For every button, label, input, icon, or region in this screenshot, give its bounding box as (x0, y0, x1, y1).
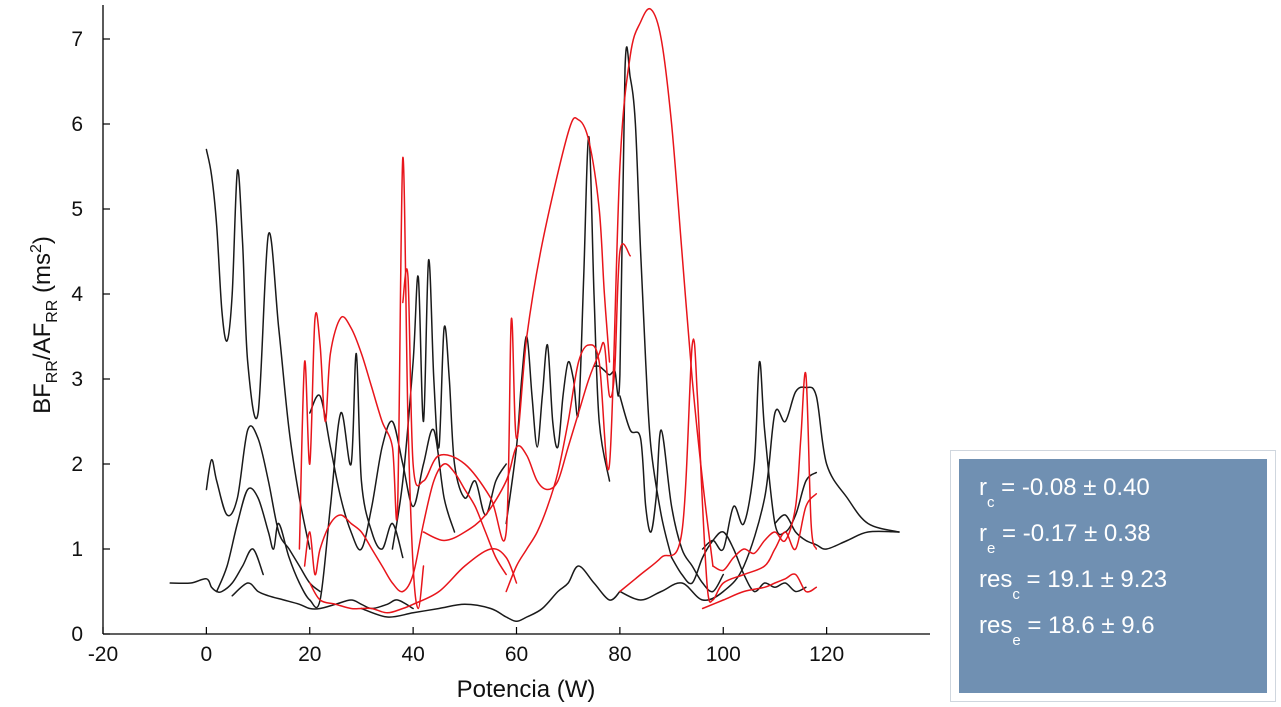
control-series-line (169, 548, 264, 594)
x-axis-title: Potencia (W) (457, 676, 596, 703)
y-axis-title: BFRR/AFRR (ms2) (28, 236, 61, 414)
y-tick-label: 4 (71, 283, 83, 306)
x-tick-label: -20 (88, 643, 118, 666)
stats-box: rc = -0.08 ± 0.40 re = -0.17 ± 0.38 resc… (950, 450, 1276, 702)
control-series-line (619, 395, 725, 593)
exercise-series-line (422, 243, 631, 542)
control-series-line (205, 425, 321, 593)
control-series-line (215, 352, 404, 609)
y-tick-label: 0 (71, 623, 83, 646)
exercise-series-line (309, 547, 518, 614)
x-tick-label: 120 (809, 643, 844, 666)
control-series-line (701, 361, 818, 552)
stat-r-control: rc = -0.08 ± 0.40 (979, 474, 1150, 511)
x-tick-label: 40 (401, 643, 424, 666)
x-tick-label: 0 (201, 643, 213, 666)
control-series-line (309, 394, 456, 551)
x-tick-label: 80 (608, 643, 631, 666)
x-tick-label: 60 (505, 643, 528, 666)
x-tick-label: 100 (706, 643, 741, 666)
exercise-series-line (402, 117, 611, 542)
exercise-series-line (701, 573, 818, 610)
control-series-line (205, 148, 311, 550)
x-tick-label: 20 (298, 643, 321, 666)
control-series-line (670, 531, 807, 593)
stat-r-exercise: re = -0.17 ± 0.38 (979, 520, 1151, 557)
control-series-line (391, 259, 507, 550)
y-tick-label: 3 (71, 368, 83, 391)
stats-panel: rc = -0.08 ± 0.40 re = -0.17 ± 0.38 resc… (959, 459, 1267, 693)
y-tick-label: 7 (71, 28, 83, 51)
exercise-series-line (505, 7, 714, 593)
exercise-series-line (619, 338, 818, 603)
control-series-line (619, 386, 900, 602)
stat-res-control: resc = 19.1 ± 9.23 (979, 566, 1168, 603)
control-series-line (774, 514, 900, 550)
y-tick-label: 2 (71, 453, 83, 476)
y-tick-label: 1 (71, 538, 83, 561)
control-series-line (231, 582, 414, 610)
control-series-line (360, 565, 621, 623)
exercise-series-line (712, 371, 818, 572)
y-tick-label: 6 (71, 113, 83, 136)
stat-res-exercise: rese = 18.6 ± 9.6 (979, 612, 1155, 649)
exercise-series-line (298, 156, 425, 610)
control-series-line (505, 136, 611, 525)
series-layer (169, 7, 900, 623)
y-tick-label: 5 (71, 198, 83, 221)
exercise-series-line (303, 463, 507, 593)
